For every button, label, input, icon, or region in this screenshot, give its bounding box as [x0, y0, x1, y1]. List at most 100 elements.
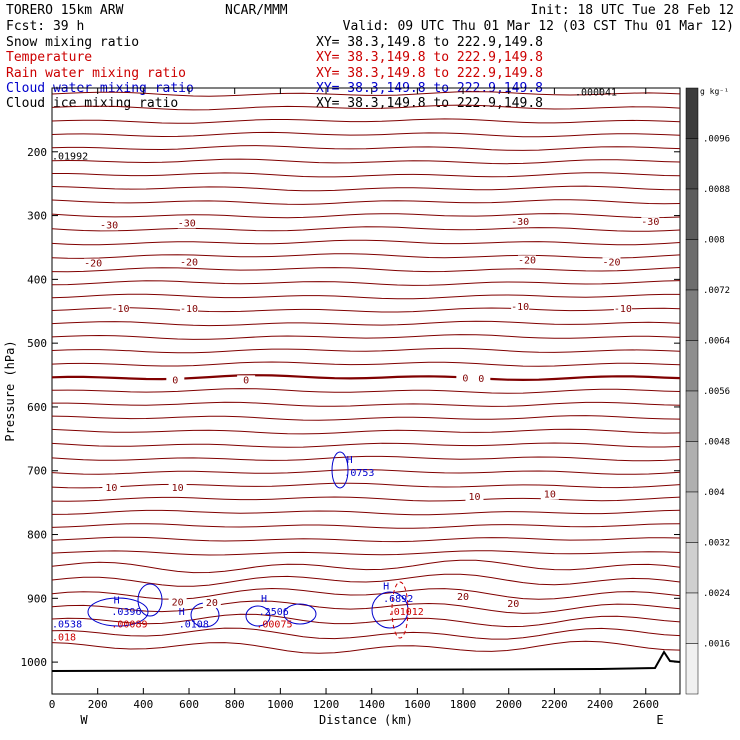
x-end-label-east: E	[656, 713, 663, 727]
y-tick-label: 200	[27, 146, 47, 159]
x-tick-label: 800	[225, 698, 245, 711]
center-name: NCAR/MMM	[225, 3, 288, 18]
isotherm-label: -20	[180, 257, 198, 268]
colorbar-swatch	[685, 289, 699, 341]
x-tick-label: 400	[133, 698, 153, 711]
terrain-line	[51, 650, 681, 672]
isotherm-label: -30	[100, 220, 118, 231]
extremum-label: .0108	[179, 620, 209, 631]
isotherm-line	[51, 600, 681, 614]
y-tick-label: 400	[27, 273, 47, 286]
isotherm-line	[51, 559, 681, 574]
isotherm-label-bg	[202, 597, 221, 608]
isotherm-line	[51, 509, 681, 516]
isotherm-label-bg	[180, 303, 199, 314]
extremum-label: .01012	[388, 607, 424, 618]
isotherm-line	[51, 145, 681, 151]
colorbar-swatch	[685, 340, 699, 392]
init-time: Init: 18 UTC Tue 28 Feb 12	[531, 3, 735, 18]
isotherm-line	[51, 361, 681, 367]
cloud-water-contours	[87, 451, 409, 639]
isotherm-label-bg	[465, 492, 484, 503]
isotherm-label: 20	[457, 592, 469, 603]
x-tick-label: 1400	[358, 698, 385, 711]
isotherm-line	[51, 104, 681, 111]
colorbar-swatch	[685, 643, 699, 695]
x-tick-label: 600	[179, 698, 199, 711]
isotherm-line	[51, 131, 681, 138]
isotherm-line	[51, 428, 681, 435]
field-rain-xy: XY= 38.3,149.8 to 222.9,149.8	[316, 66, 543, 81]
x-axis-label: Distance (km)	[319, 713, 413, 727]
isotherm-line	[51, 374, 681, 382]
isotherm-label: 20	[172, 597, 184, 608]
extremum-label: H	[347, 455, 353, 466]
isotherm-line	[51, 226, 681, 232]
y-tick-label: 300	[27, 210, 47, 223]
isotherm-label-bg	[100, 220, 119, 231]
axes: 0 200 400 600 800 1000 1200 1400 1600 1800 2000 220…	[21, 88, 680, 711]
isotherm-label: -30	[511, 217, 529, 228]
isotherm-label-bg	[168, 483, 187, 494]
extremum-label: .00075	[256, 620, 292, 631]
isotherm-line	[51, 158, 681, 165]
isotherm-line	[51, 293, 680, 300]
colorbar-swatch	[685, 491, 699, 543]
colorbar-swatch	[685, 390, 699, 442]
field-temperature-label: Temperature	[6, 50, 92, 65]
valid-time: Valid: 09 UTC Thu 01 Mar 12 (03 CST Thu …	[343, 19, 734, 34]
isotherm-line	[51, 253, 681, 259]
isotherm-label: 0	[172, 375, 178, 386]
temperature-contours	[51, 91, 681, 672]
y-tick-label: 1000	[21, 656, 48, 669]
x-tick-label: 2000	[495, 698, 522, 711]
cloud-water-contour	[331, 451, 349, 489]
colorbar-swatch	[685, 592, 699, 644]
isotherm-label: -10	[614, 304, 632, 315]
isotherm-line	[51, 469, 681, 475]
isotherm-line	[51, 573, 681, 587]
cloud-water-contour	[245, 605, 271, 627]
isotherm-line	[51, 415, 681, 421]
isotherm-label: -20	[602, 257, 620, 268]
isotherm-label: 20	[206, 598, 218, 609]
isotherm-label-bg	[84, 258, 103, 269]
colorbar-label: .004	[703, 488, 725, 498]
isotherm-line	[51, 442, 681, 448]
extremum-label: .01992	[52, 151, 88, 162]
colorbar-swatch	[685, 542, 699, 594]
colorbar-swatch	[685, 239, 699, 291]
extremum-label: .000041	[575, 88, 617, 99]
x-tick-label: 200	[88, 698, 108, 711]
colorbar-label: .0048	[703, 438, 730, 448]
y-tick-label: 500	[27, 337, 47, 350]
isotherm-line	[51, 347, 681, 354]
isotherm-line	[51, 267, 681, 273]
isotherm-label-bg	[180, 257, 199, 268]
colorbar-swatch	[685, 138, 699, 190]
colorbar-label: .0096	[703, 135, 730, 145]
colorbar-label: .0072	[703, 286, 730, 296]
isotherm-line	[51, 455, 681, 462]
isotherm-label: -30	[641, 217, 659, 228]
extremum-label: .2506	[259, 607, 289, 618]
cloud-water-contour	[137, 583, 163, 617]
isotherm-label: 0	[243, 375, 249, 386]
isotherm-label-bg	[613, 303, 632, 314]
isotherm-line	[51, 239, 681, 246]
isotherm-line	[51, 550, 681, 556]
isotherm-label: -20	[518, 255, 536, 266]
isotherm-label: -30	[178, 218, 196, 229]
extremum-label: .018	[52, 632, 76, 643]
y-tick-label: 700	[27, 465, 47, 478]
x-tick-label: 0	[49, 698, 56, 711]
plot-frame	[51, 87, 681, 695]
extremum-label: .0396	[111, 607, 141, 618]
isotherm-label: 10	[468, 492, 480, 503]
colorbar-unit: g kg⁻¹	[700, 87, 729, 96]
isotherm-line	[51, 640, 681, 654]
colorbar-label: .0032	[703, 539, 730, 549]
forecast-hour: Fcst: 39 h	[6, 19, 84, 34]
isotherm-label: -10	[511, 302, 529, 313]
